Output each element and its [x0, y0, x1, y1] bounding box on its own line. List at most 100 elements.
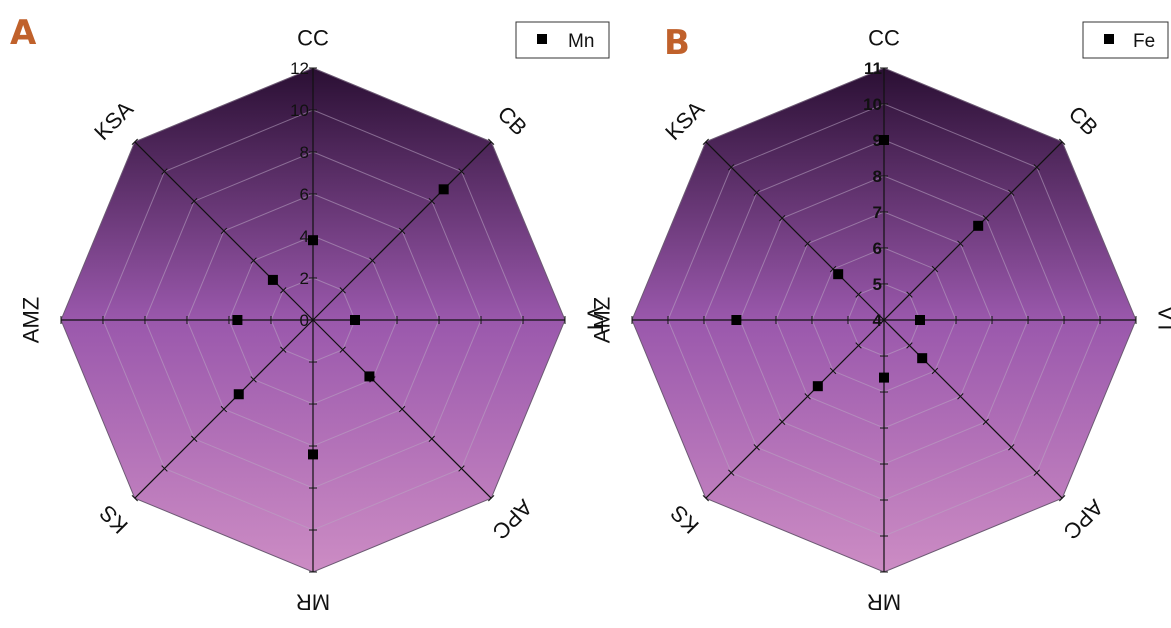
- data-point-amz: [232, 315, 243, 325]
- tick-mark: [220, 405, 228, 413]
- data-point-ksa: [833, 269, 844, 280]
- tick-mark: [804, 393, 811, 400]
- tick-mark: [957, 240, 964, 247]
- legend-box: [515, 21, 610, 59]
- tick-mark: [906, 342, 913, 349]
- tick-label: 11: [864, 59, 882, 78]
- data-point-ks: [812, 381, 823, 392]
- data-point-apc: [364, 371, 375, 382]
- tick-mark: [829, 367, 837, 375]
- tick-label: 6: [873, 239, 882, 258]
- tick-mark: [161, 168, 168, 175]
- tick-mark: [931, 265, 939, 273]
- tick-mark: [855, 342, 862, 349]
- category-label-amz: AMZ: [19, 297, 44, 343]
- axis-line: [883, 141, 1063, 321]
- category-label-mr: MR: [296, 590, 330, 615]
- category-label-vt: VT: [583, 306, 608, 334]
- tick-mark: [161, 465, 168, 472]
- tick-mark: [982, 214, 990, 222]
- category-label-cb: CB: [493, 101, 532, 140]
- tick-label: 12: [290, 59, 309, 78]
- tick-mark: [753, 444, 760, 451]
- category-label-ks: KS: [94, 500, 132, 538]
- axis-line: [705, 141, 885, 321]
- tick-mark: [1033, 164, 1040, 171]
- data-point-cb: [973, 220, 984, 231]
- legend: Mn: [515, 21, 610, 59]
- legend-marker: [537, 34, 547, 44]
- legend: Fe: [1082, 21, 1169, 59]
- tick-mark: [702, 138, 709, 145]
- tick-mark: [702, 495, 709, 502]
- tick-label: 7: [873, 203, 882, 222]
- data-point-cc: [308, 235, 318, 246]
- category-label-apc: APC: [1058, 495, 1108, 545]
- tick-label: 9: [873, 131, 882, 150]
- category-label-apc: APC: [487, 495, 537, 545]
- tick-mark: [250, 257, 257, 264]
- data-point-ks: [233, 389, 244, 400]
- legend-box: [1082, 21, 1169, 59]
- data-point-mr: [879, 372, 889, 383]
- category-label-amz: AMZ: [590, 297, 615, 343]
- tick-mark: [280, 346, 287, 353]
- tick-mark: [488, 495, 495, 502]
- tick-mark: [931, 367, 939, 375]
- tick-mark: [369, 257, 376, 264]
- tick-mark: [982, 418, 990, 426]
- data-point-cc: [879, 135, 889, 145]
- category-label-cc: CC: [297, 26, 329, 51]
- axis-line: [883, 319, 1063, 499]
- tick-label: 0: [300, 311, 309, 330]
- tick-label: 4: [873, 311, 883, 330]
- tick-label: 6: [300, 185, 309, 204]
- tick-mark: [1008, 444, 1015, 451]
- panel-label-b: B: [664, 23, 690, 63]
- tick-mark: [906, 291, 913, 298]
- tick-mark: [131, 138, 138, 145]
- tick-label: 2: [300, 269, 309, 288]
- legend-label: Mn: [568, 31, 594, 52]
- tick-mark: [753, 189, 760, 196]
- axis-line: [705, 319, 885, 499]
- tick-label: 10: [290, 101, 309, 120]
- legend-marker: [1104, 34, 1114, 44]
- tick-mark: [1059, 138, 1066, 145]
- data-point-ksa: [267, 274, 278, 285]
- tick-mark: [428, 198, 435, 205]
- tick-mark: [398, 405, 406, 413]
- data-point-apc: [917, 353, 928, 364]
- tick-mark: [339, 287, 346, 294]
- tick-mark: [1059, 495, 1066, 502]
- tick-mark: [728, 469, 735, 476]
- tick-mark: [728, 164, 735, 171]
- tick-mark: [1033, 469, 1040, 476]
- tick-mark: [280, 287, 287, 294]
- radar-chart-fe: B 4 5 6 7 8 9 10 11 CC CB VT APC MR KS AMZ KSA Fe: [590, 21, 1171, 615]
- panel-label-a: A: [10, 13, 37, 53]
- data-point-vt: [915, 315, 925, 325]
- tick-mark: [855, 291, 862, 298]
- tick-label: 10: [863, 95, 882, 114]
- tick-mark: [778, 418, 786, 426]
- tick-mark: [778, 214, 786, 222]
- tick-label: 4: [300, 227, 309, 246]
- tick-label: 5: [873, 275, 882, 294]
- tick-mark: [191, 435, 198, 442]
- category-label-mr: MR: [867, 590, 901, 615]
- category-label-cb: CB: [1064, 101, 1103, 140]
- category-label-ks: KS: [665, 500, 703, 538]
- tick-label: 8: [873, 167, 882, 186]
- data-point-vt: [350, 315, 360, 325]
- data-point-cb: [438, 184, 449, 195]
- data-point-amz: [731, 315, 742, 325]
- category-label-ksa: KSA: [660, 96, 709, 145]
- category-label-ksa: KSA: [89, 96, 138, 145]
- tick-mark: [220, 227, 228, 235]
- tick-mark: [458, 465, 465, 472]
- category-label-cc: CC: [868, 26, 900, 51]
- legend-label: Fe: [1133, 31, 1155, 52]
- data-point-mr: [308, 449, 318, 460]
